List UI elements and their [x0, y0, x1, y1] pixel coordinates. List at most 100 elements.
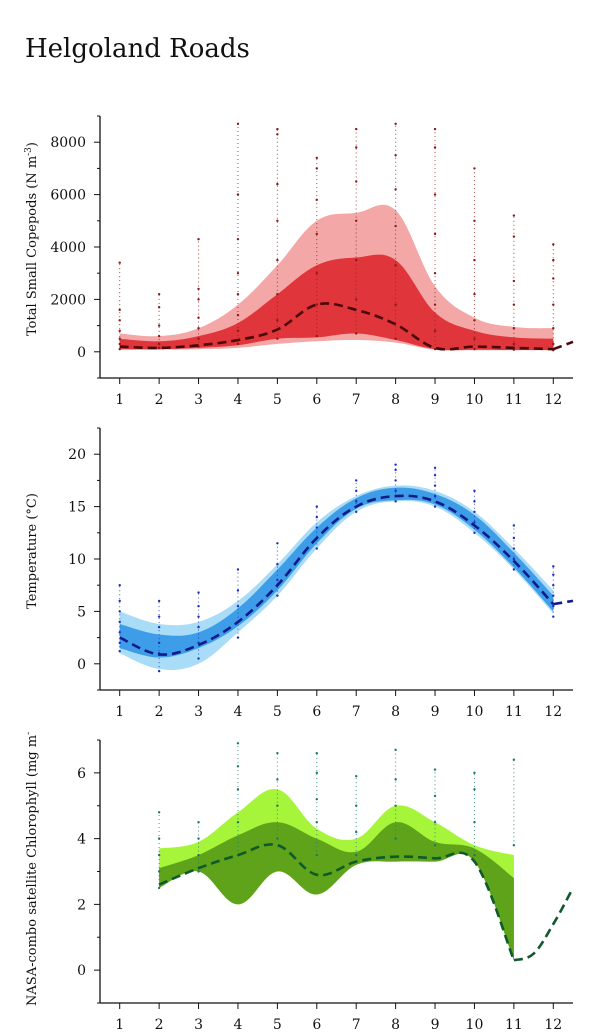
chlorophyll-y-tick-label: 4 [77, 832, 86, 848]
temperature-observation-point [276, 578, 279, 582]
chlorophyll-observation-point [473, 820, 476, 824]
copepods-observation-point [473, 292, 476, 296]
copepods-median-line [119, 302, 554, 351]
copepods-observation-point [118, 319, 121, 322]
copepods-x-tick-label: 3 [194, 392, 203, 408]
chlorophyll-observation-point [473, 771, 476, 775]
temperature-x-tick-label: 2 [155, 704, 164, 720]
chlorophyll-observation-point [276, 804, 279, 807]
chlorophyll-observation-point [315, 820, 318, 824]
copepods-observation-point [433, 127, 437, 131]
copepods-observation-point [315, 303, 318, 306]
chlorophyll-observation-point [355, 804, 358, 807]
temperature-observation-point [552, 615, 555, 618]
copepods-x-tick-label: 1 [115, 392, 124, 408]
copepods-observation-point [236, 122, 240, 126]
temperature-observation-point [552, 594, 555, 597]
temperature-observation-point [355, 500, 358, 503]
chlorophyll-observation-point [236, 820, 240, 824]
chlorophyll-observation-point [473, 853, 476, 857]
copepods-median-extension [552, 340, 574, 351]
temperature-observation-point [355, 489, 358, 493]
copepods-observation-point [315, 167, 318, 170]
chlorophyll-observation-point [433, 844, 437, 847]
temperature-y-tick-label: 0 [77, 657, 86, 673]
temperature-observation-point [433, 505, 437, 508]
chlorophyll-x-tick-label: 9 [431, 1017, 440, 1033]
copepods-y-tick-label: 0 [77, 345, 86, 361]
copepods-observation-point [276, 127, 279, 131]
copepods-observation-point [355, 146, 358, 149]
temperature-observation-point [473, 531, 476, 534]
chlorophyll-observation-point [157, 811, 161, 814]
copepods-observation-point [197, 298, 200, 301]
copepods-observation-point [355, 127, 358, 131]
temperature-y-tick-label: 15 [68, 500, 86, 516]
temperature-observation-point [552, 604, 555, 608]
copepods-observation-point [315, 272, 318, 275]
temperature-observation-point [394, 468, 397, 472]
copepods-y-tick-label: 2000 [50, 292, 86, 308]
chlorophyll-observation-point [276, 751, 279, 755]
chlorophyll-x-tick-label: 8 [391, 1017, 400, 1033]
copepods-observation-point [157, 324, 161, 327]
temperature-observation-point [118, 610, 121, 613]
chlorophyll-y-tick-label: 6 [77, 766, 86, 782]
copepods-observation-point [315, 198, 318, 202]
temperature-observation-point [118, 620, 121, 624]
copepods-observation-point [315, 334, 318, 338]
copepods-observation-point [473, 258, 476, 262]
copepods-observation-point [355, 298, 358, 301]
temperature-observation-point [433, 484, 437, 487]
temperature-observation-point [276, 563, 279, 566]
chlorophyll-observation-point [157, 837, 161, 840]
chlorophyll-observation-point [355, 853, 358, 857]
temperature-observation-point [236, 589, 240, 592]
chlorophyll-observation-point [394, 837, 397, 840]
copepods-observation-point [394, 337, 397, 340]
chlorophyll-x-tick-label: 11 [505, 1017, 523, 1033]
temperature-median-extension [553, 599, 574, 606]
copepods-observation-point [157, 334, 161, 338]
temperature-x-tick-label: 3 [194, 704, 203, 720]
chlorophyll-x-tick-label: 5 [273, 1017, 282, 1033]
copepods-observation-point [157, 342, 161, 346]
copepods-observation-point [118, 308, 121, 312]
copepods-observation-point [512, 214, 516, 217]
copepods-x-tick-label: 11 [505, 392, 523, 408]
copepods-observation-point [355, 219, 358, 222]
temperature-observation-point [315, 515, 318, 519]
temperature-observation-point [394, 500, 397, 503]
temperature-y-axis-label: Temperature (°C) [25, 493, 40, 609]
chlorophyll-x-tick-label: 6 [312, 1017, 321, 1033]
copepods-y-tick-label: 4000 [50, 240, 86, 256]
copepods-observation-point [512, 279, 516, 283]
copepods-observation-point [552, 277, 555, 280]
chlorophyll-observation-point [315, 751, 318, 755]
chlorophyll-observation-point [315, 853, 318, 857]
temperature-observation-point [118, 631, 121, 634]
temperature-observation-point [157, 615, 161, 618]
temperature-observation-point [236, 568, 240, 571]
copepods-observation-point [552, 258, 555, 262]
copepods-observation-point [473, 337, 476, 340]
copepods-observation-point [236, 237, 240, 241]
copepods-observation-point [473, 319, 476, 322]
chlorophyll-observation-point [276, 837, 279, 840]
chlorophyll-observation-point [512, 758, 516, 761]
temperature-x-tick-label: 4 [233, 704, 242, 720]
chlorophyll-observation-point [355, 830, 358, 834]
copepods-inner-band [119, 254, 554, 351]
chlorophyll-y-tick-label: 0 [77, 963, 86, 979]
temperature-observation-point [394, 479, 397, 482]
temperature-observation-point [473, 500, 476, 503]
copepods-observation-point [512, 235, 516, 238]
copepods-observation-point [433, 303, 437, 306]
chlorophyll-observation-point [276, 778, 279, 781]
temperature-observation-point [315, 547, 318, 550]
chlorophyll-observation-point [157, 853, 161, 857]
copepods-observation-point [157, 306, 161, 309]
chlorophyll-observation-point [394, 778, 397, 781]
copepods-observation-point [118, 342, 121, 346]
